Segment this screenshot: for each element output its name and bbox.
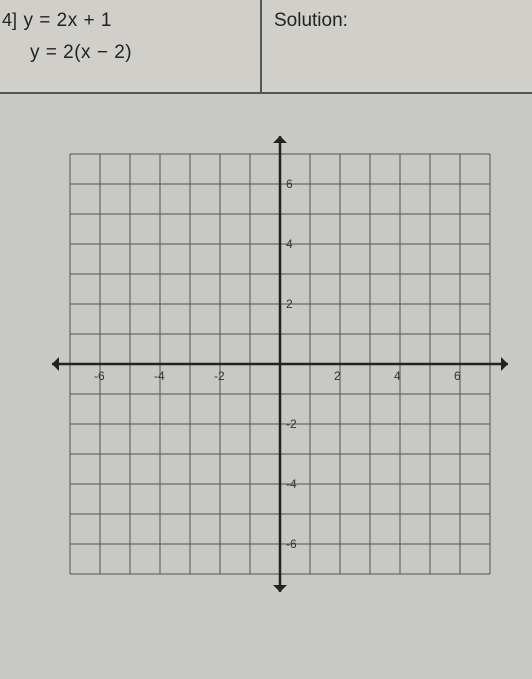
graph-area: -6 -4 -2 2 4 6 6 4 2 -2 -4 -6 [0,94,532,614]
svg-text:4: 4 [394,369,401,383]
equation-2: y = 2(x − 2) [30,42,252,64]
svg-text:4: 4 [286,237,293,251]
solution-label: Solution: [274,10,348,31]
problem-number: 4] [2,10,17,30]
svg-text:-2: -2 [286,417,297,431]
svg-text:6: 6 [454,369,461,383]
svg-text:6: 6 [286,177,293,191]
solution-cell: Solution: [262,0,532,92]
coordinate-grid: -6 -4 -2 2 4 6 6 4 2 -2 -4 -6 [50,134,510,614]
svg-text:-6: -6 [94,369,105,383]
svg-text:-4: -4 [286,477,297,491]
svg-text:2: 2 [286,297,293,311]
problem-cell: 4] y = 2x + 1 y = 2(x − 2) [0,0,262,92]
svg-text:-6: -6 [286,537,297,551]
header-table: 4] y = 2x + 1 y = 2(x − 2) Solution: [0,0,532,94]
svg-text:-4: -4 [154,369,165,383]
svg-text:-2: -2 [214,369,225,383]
svg-text:2: 2 [334,369,341,383]
equation-1: y = 2x + 1 [23,10,111,31]
